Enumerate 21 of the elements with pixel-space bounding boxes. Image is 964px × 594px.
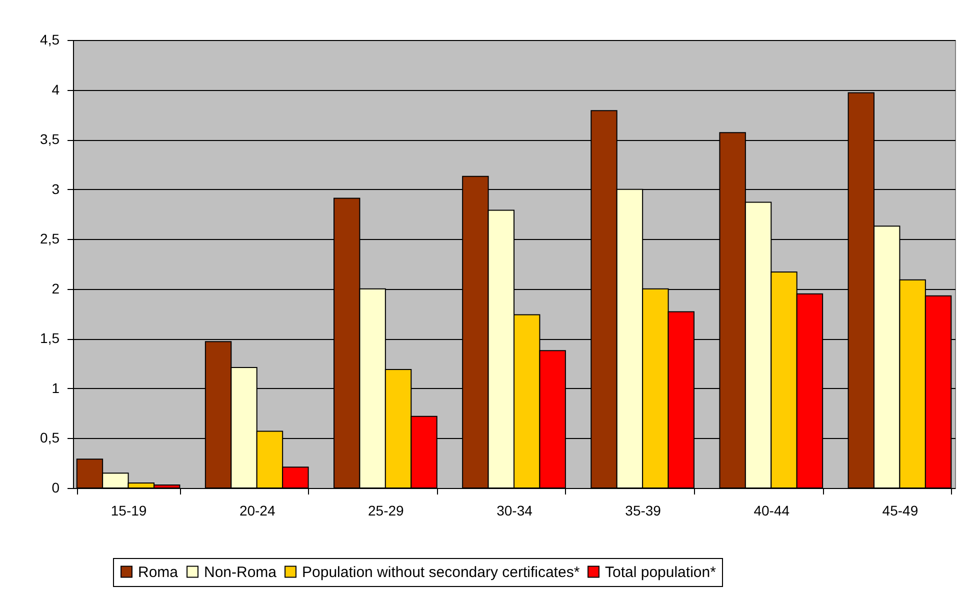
x-tick-label: 15-19 bbox=[110, 502, 147, 518]
x-tick-label: 40-44 bbox=[754, 502, 790, 518]
legend-label: Population without secondary certificates* bbox=[302, 564, 580, 581]
x-tick-label: 45-49 bbox=[882, 502, 918, 518]
x-tick-label: 20-24 bbox=[239, 502, 276, 518]
y-tick-label: 2 bbox=[52, 280, 60, 296]
legend-label: Total population* bbox=[605, 564, 716, 581]
y-tick-label: 1 bbox=[52, 380, 60, 396]
legend-label: Roma bbox=[138, 564, 179, 581]
x-tick-label: 35-39 bbox=[625, 502, 662, 518]
x-tick-label: 30-34 bbox=[496, 502, 533, 518]
legend-label: Non-Roma bbox=[204, 564, 278, 581]
y-tick-label: 1,5 bbox=[40, 330, 60, 346]
y-tick-label: 4 bbox=[52, 81, 60, 98]
y-tick-label: 3 bbox=[52, 180, 60, 197]
y-tick-label: 4,5 bbox=[40, 32, 60, 48]
x-tick-label: 25-29 bbox=[368, 502, 404, 518]
y-tick-label: 3,5 bbox=[40, 131, 60, 148]
y-tick-label: 0,5 bbox=[40, 430, 60, 446]
y-tick-label: 0 bbox=[52, 480, 60, 496]
y-tick-label: 2,5 bbox=[40, 230, 60, 247]
